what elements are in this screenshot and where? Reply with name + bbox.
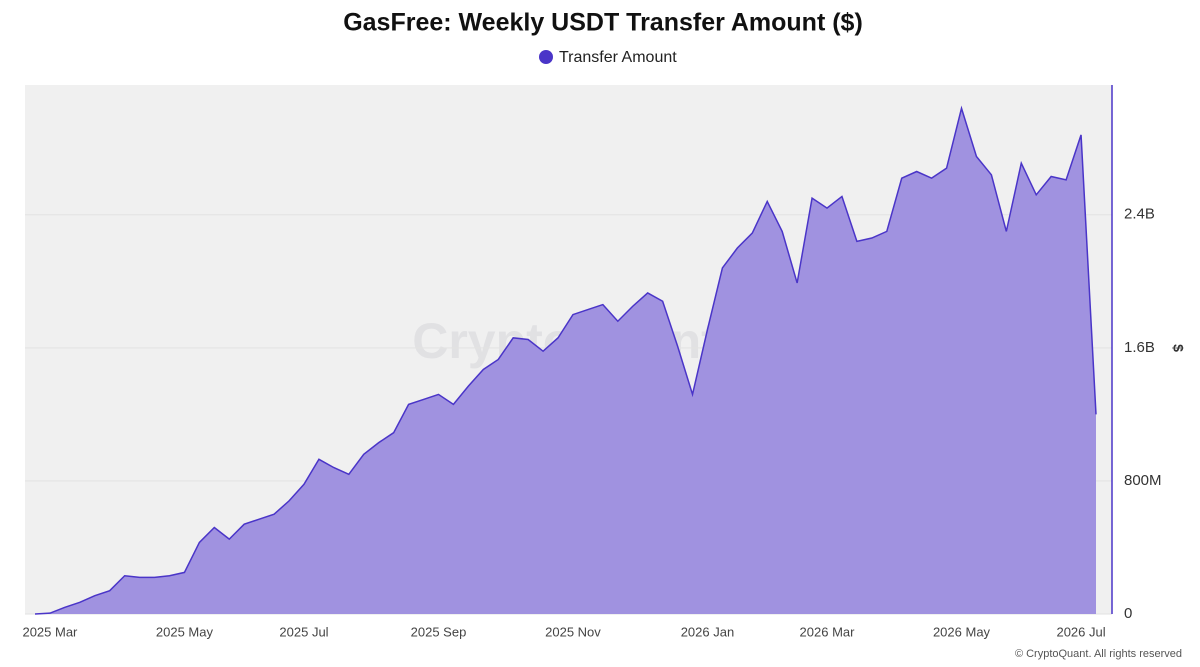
x-tick-label: 2025 Mar [22,624,78,639]
y-tick-label: 1.6B [1124,339,1155,356]
legend-marker [539,50,553,64]
x-tick-label: 2025 Sep [411,624,467,639]
y-tick-label: 2.4B [1124,206,1155,223]
x-tick-label: 2026 Jan [681,624,735,639]
x-tick-label: 2026 Jul [1056,624,1105,639]
x-tick-label: 2026 May [933,624,991,639]
y-tick-label: 0 [1124,605,1132,622]
y-axis-label: $ [1170,344,1186,352]
x-tick-label: 2025 May [156,624,214,639]
y-tick-label: 800M [1124,472,1162,489]
x-tick-label: 2025 Nov [545,624,601,639]
x-tick-label: 2026 Mar [800,624,856,639]
source-note: © CryptoQuant. All rights reserved [1015,648,1182,660]
legend-label: Transfer Amount [559,49,677,66]
chart-title: GasFree: Weekly USDT Transfer Amount ($) [343,9,863,37]
area-fill [35,108,1096,614]
area-line [34,105,1097,615]
x-tick-label: 2025 Jul [279,624,328,639]
